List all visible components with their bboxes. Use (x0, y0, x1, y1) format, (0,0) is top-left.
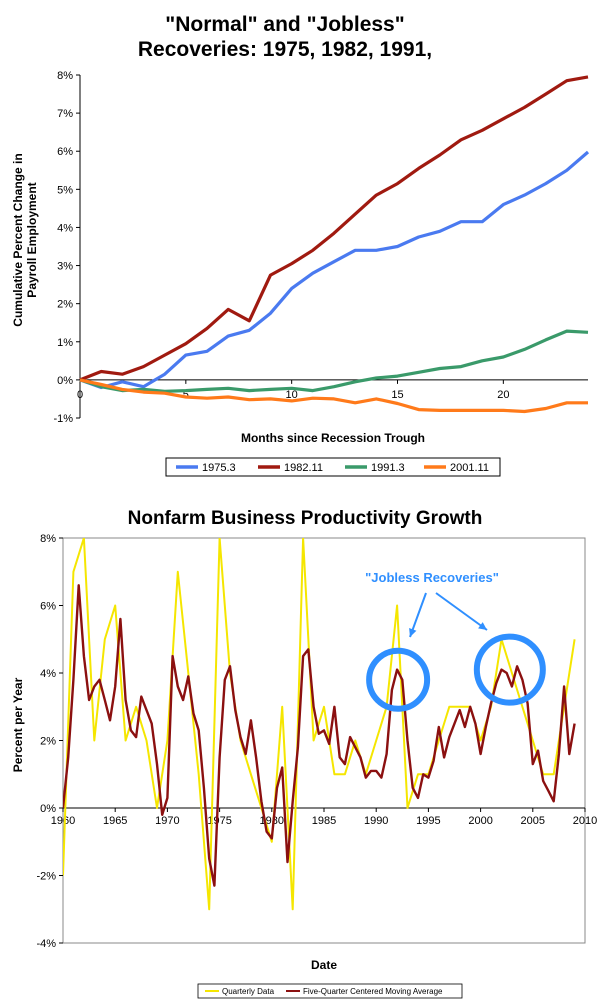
top-y-axis-label: Cumulative Percent Change inPayroll Empl… (11, 153, 39, 326)
bottom-x-tick-label: 2005 (521, 815, 545, 827)
annotation-arrow-right-head (478, 622, 487, 630)
top-legend-box (165, 457, 501, 477)
annotation-arrow-left-head (409, 628, 417, 637)
top-series-line-1982.11 (79, 75, 589, 382)
bottom-series-line-quarterly (63, 538, 576, 911)
bottom-x-tick-label: 2010 (573, 815, 597, 827)
bottom-x-tick-label: 1990 (364, 815, 388, 827)
bottom-chart-title: Nonfarm Business Productivity Growth (128, 508, 483, 529)
top-y-tick-label: 1% (57, 337, 73, 349)
top-legend-label: 2001.11 (450, 462, 489, 474)
bottom-x-tick-label: 1985 (312, 815, 336, 827)
bottom-y-tick-label: 8% (40, 533, 56, 545)
bottom-series-line-moving-average (63, 584, 576, 887)
top-y-tick-label: 5% (57, 184, 73, 196)
bottom-x-tick-label: 1975 (207, 815, 231, 827)
top-y-tick-label: 0% (57, 375, 73, 387)
bottom-x-axis-label: Date (311, 958, 337, 972)
top-legend-label: 1975.3 (202, 462, 236, 474)
top-chart-title-line2: Recoveries: 1975, 1982, 1991, (138, 38, 432, 61)
top-y-tick-label: 6% (57, 146, 73, 158)
top-y-tick-label: 7% (57, 108, 73, 120)
bottom-plot-area: -4%-2%0%2%4%6%8%1960 1965 1970 1975 1980 1985… (36, 533, 597, 950)
annotation-arrow-right (435, 592, 488, 631)
bottom-x-tick-label: 1995 (416, 815, 440, 827)
top-y-tick-label: -1% (53, 413, 73, 425)
bottom-y-tick-label: 4% (40, 668, 56, 680)
top-y-tick-label: 3% (57, 261, 73, 273)
bottom-y-axis-label: Percent per Year (11, 677, 25, 772)
jobless-recoveries-annotation: "Jobless Recoveries" (365, 570, 499, 585)
bottom-y-tick-label: -4% (36, 938, 56, 950)
bottom-plot-frame (62, 537, 586, 944)
bottom-y-tick-label: 2% (40, 736, 56, 748)
top-series-line-1975.3 (79, 150, 590, 390)
top-x-tick-label: 0 (77, 389, 83, 401)
bottom-legend: Quarterly Data Five-Quarter Centered Movi… (197, 983, 463, 999)
highlight-circle-2 (473, 633, 546, 706)
top-y-axis-label-line1: Cumulative Percent Change in (11, 153, 25, 326)
bottom-legend-label: Quarterly Data (222, 987, 275, 996)
top-y-tick-label: 4% (57, 222, 73, 234)
top-y-tick-label: 2% (57, 299, 73, 311)
bottom-annotations: "Jobless Recoveries" (365, 570, 546, 712)
bottom-x-tick-label: 1965 (103, 815, 127, 827)
bottom-y-tick-label: 6% (40, 601, 56, 613)
top-y-tick-label: 8% (57, 70, 73, 82)
bottom-y-tick-label: 0% (40, 803, 56, 815)
top-legend-label: 1991.3 (371, 462, 405, 474)
top-x-axis-label: Months since Recession Trough (241, 431, 425, 445)
bottom-x-tick-label: 2000 (468, 815, 492, 827)
top-legend-label: 1982.11 (284, 462, 323, 474)
top-x-tick-label: 15 (391, 389, 403, 401)
highlight-circle-1 (366, 647, 431, 712)
top-chart-title-line1: "Normal" and "Jobless" (165, 13, 404, 36)
top-x-tick-label: 5 (183, 389, 189, 401)
top-series-line-1991.3 (79, 329, 589, 393)
top-x-tick-label: 20 (497, 389, 509, 401)
bottom-y-tick-label: -2% (36, 871, 56, 883)
top-legend: 1975.3 1982.11 1991.3 2001.11 (165, 457, 501, 477)
top-y-axis-label-line2: Payroll Employment (25, 182, 39, 297)
bottom-x-tick-label: 1970 (155, 815, 179, 827)
bottom-legend-box (197, 983, 463, 999)
top-plot-area: -1% 0% 1% 2% 3% 4% 5% 6% 7% 8% 0 5 10 15 20 (53, 70, 590, 425)
top-x-tick-label: 10 (286, 389, 298, 401)
bottom-legend-label: Five-Quarter Centered Moving Average (303, 987, 443, 996)
bottom-x-tick-label: 1960 (51, 815, 75, 827)
top-series-line-2001.11 (79, 378, 588, 414)
